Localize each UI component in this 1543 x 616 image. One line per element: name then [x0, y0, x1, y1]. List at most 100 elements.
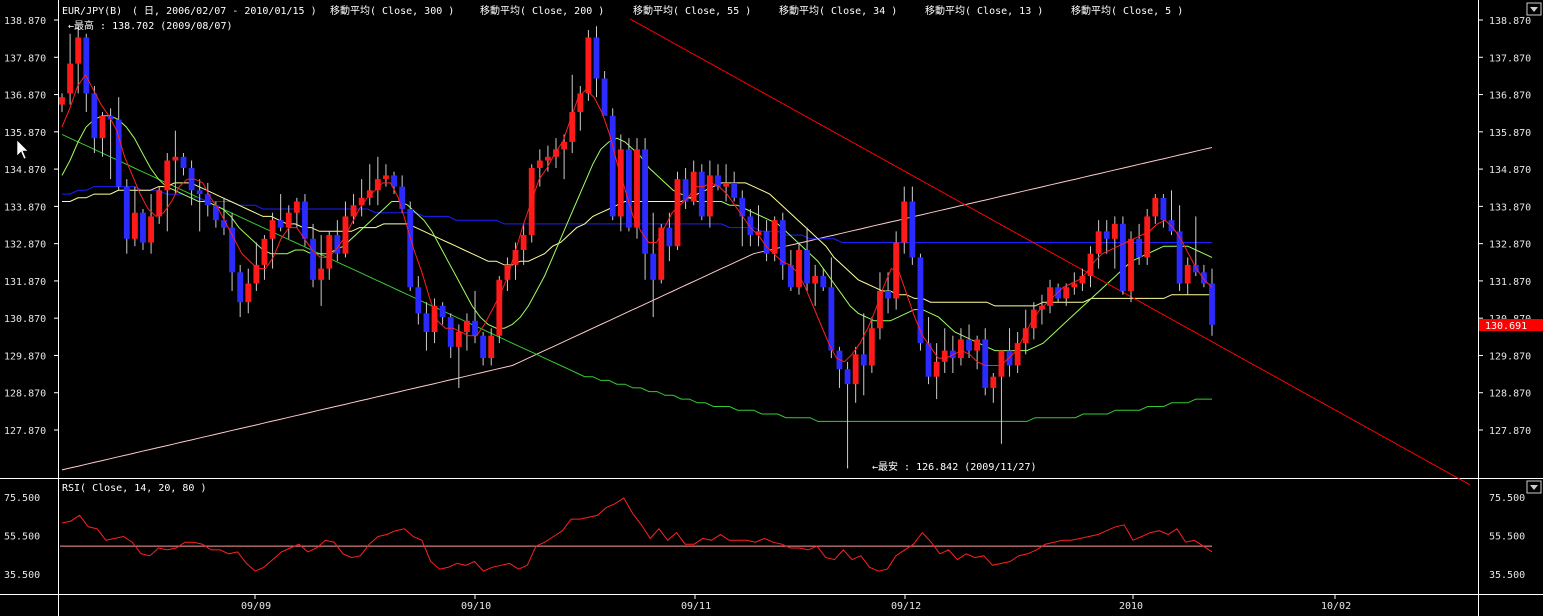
candle-body	[204, 194, 211, 206]
candle-body	[156, 190, 163, 217]
left-price-axis: 138.870 137.870 136.870 135.870 134.870 133.8…	[4, 16, 58, 581]
candle-body	[682, 179, 689, 202]
main-panel-collapse-button[interactable]	[1526, 2, 1542, 16]
candle-body	[131, 212, 138, 239]
candle	[755, 205, 762, 247]
candle-body	[804, 249, 810, 284]
candle	[374, 156, 381, 206]
candle	[75, 26, 82, 94]
candle-body	[1095, 231, 1102, 254]
ma200-line	[61, 133, 1212, 422]
candle	[164, 153, 171, 232]
candle	[925, 317, 932, 385]
candle	[625, 138, 632, 232]
mouse-cursor-icon	[16, 139, 29, 160]
ma300-line	[61, 147, 1213, 471]
candle-body	[561, 141, 568, 150]
candle-body	[1184, 264, 1191, 284]
candle-body	[123, 186, 130, 239]
rsi-line	[61, 497, 1213, 572]
x-tick-5: 10/02	[1321, 601, 1351, 612]
candle	[650, 212, 657, 318]
candle-body	[617, 149, 624, 217]
rsi-panel-collapse-button[interactable]	[1526, 480, 1542, 494]
candle-body	[901, 201, 908, 243]
candle-body	[990, 376, 997, 388]
candle-body	[941, 350, 948, 362]
candle	[196, 179, 203, 232]
candle-body	[828, 287, 835, 351]
candle-body	[374, 179, 381, 191]
candle	[407, 201, 414, 291]
y-tick-left-5: 133.870	[4, 202, 46, 213]
candle-body	[1160, 197, 1167, 221]
candle-body	[1152, 197, 1159, 217]
candle	[1200, 264, 1207, 288]
x-tick-3: 09/12	[891, 601, 921, 612]
candle	[698, 164, 705, 221]
candle	[447, 313, 454, 359]
y-tick-left-10: 128.870	[4, 389, 46, 400]
candle-body	[625, 149, 632, 228]
time-axis: 09/09 09/10 09/11 09/12 2010 10/02	[241, 594, 1351, 612]
candle-body	[447, 317, 454, 347]
candle	[504, 257, 511, 291]
candle	[561, 134, 568, 180]
y-tick-right-4: 134.870	[1489, 165, 1531, 176]
candle-body	[877, 290, 883, 329]
rsi-tick-left-1: 55.500	[4, 532, 40, 543]
candle	[820, 268, 827, 291]
period-label: ( 日, 2006/02/07 - 2010/01/15 )	[132, 6, 317, 17]
candle	[512, 242, 519, 280]
candle	[455, 324, 462, 388]
candle-body	[277, 220, 284, 228]
candle	[1152, 194, 1159, 224]
rsi-tick-right-1: 55.500	[1489, 532, 1525, 543]
x-tick-0: 09/09	[241, 601, 271, 612]
candle	[1120, 216, 1126, 295]
candle-body	[488, 335, 495, 359]
candle	[982, 328, 989, 396]
last-price-value: 130.691	[1485, 321, 1527, 332]
candle	[1128, 231, 1134, 303]
y-tick-right-2: 136.870	[1489, 91, 1531, 102]
candle-body	[1200, 272, 1207, 284]
ma-label-300: 移動平均( Close, 300 )	[330, 4, 454, 17]
candle-body	[1103, 231, 1110, 239]
candle-body	[715, 175, 721, 187]
candle-body	[180, 156, 187, 168]
candle-body	[1047, 287, 1053, 306]
candle	[415, 276, 422, 325]
candle-body	[933, 361, 940, 377]
candle	[1063, 283, 1070, 306]
candle-body	[885, 290, 891, 299]
candle-body	[698, 171, 705, 217]
candle-body	[366, 190, 373, 198]
rsi-tick-right-0: 75.500	[1489, 493, 1525, 504]
candle	[488, 328, 495, 366]
candle	[1111, 216, 1118, 269]
candle-body	[229, 227, 235, 273]
candle	[787, 249, 794, 291]
candle-body	[909, 201, 916, 258]
rsi-plot-area	[60, 497, 1213, 572]
candle	[520, 223, 527, 265]
candle-body	[480, 335, 487, 359]
candle	[674, 171, 681, 250]
candle	[140, 208, 146, 250]
candle	[59, 93, 65, 113]
candle-body	[221, 220, 227, 228]
candle	[609, 108, 616, 221]
candle-body	[148, 216, 154, 243]
candle-body	[196, 190, 203, 195]
candle	[1136, 223, 1143, 265]
candle-body	[431, 305, 438, 332]
candle-body	[83, 37, 90, 94]
candle-body	[67, 63, 74, 94]
candle-body	[763, 231, 770, 254]
candle	[1103, 220, 1110, 254]
candle-body	[285, 212, 292, 228]
candle	[901, 186, 908, 254]
candle-body	[1079, 276, 1086, 284]
